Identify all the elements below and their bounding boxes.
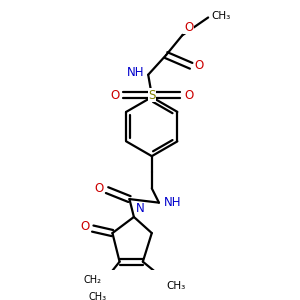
Text: NH: NH xyxy=(127,66,145,80)
Text: CH₃: CH₃ xyxy=(166,281,185,291)
Text: NH: NH xyxy=(164,196,182,209)
Text: CH₃: CH₃ xyxy=(212,11,231,21)
Text: O: O xyxy=(184,89,193,102)
Text: O: O xyxy=(110,89,120,102)
Text: O: O xyxy=(94,182,104,195)
Text: CH₃: CH₃ xyxy=(89,292,107,300)
Text: S: S xyxy=(148,89,155,102)
Text: O: O xyxy=(184,21,193,34)
Text: N: N xyxy=(136,202,144,215)
Text: O: O xyxy=(195,59,204,72)
Text: O: O xyxy=(80,220,89,233)
Text: CH₂: CH₂ xyxy=(84,274,102,285)
